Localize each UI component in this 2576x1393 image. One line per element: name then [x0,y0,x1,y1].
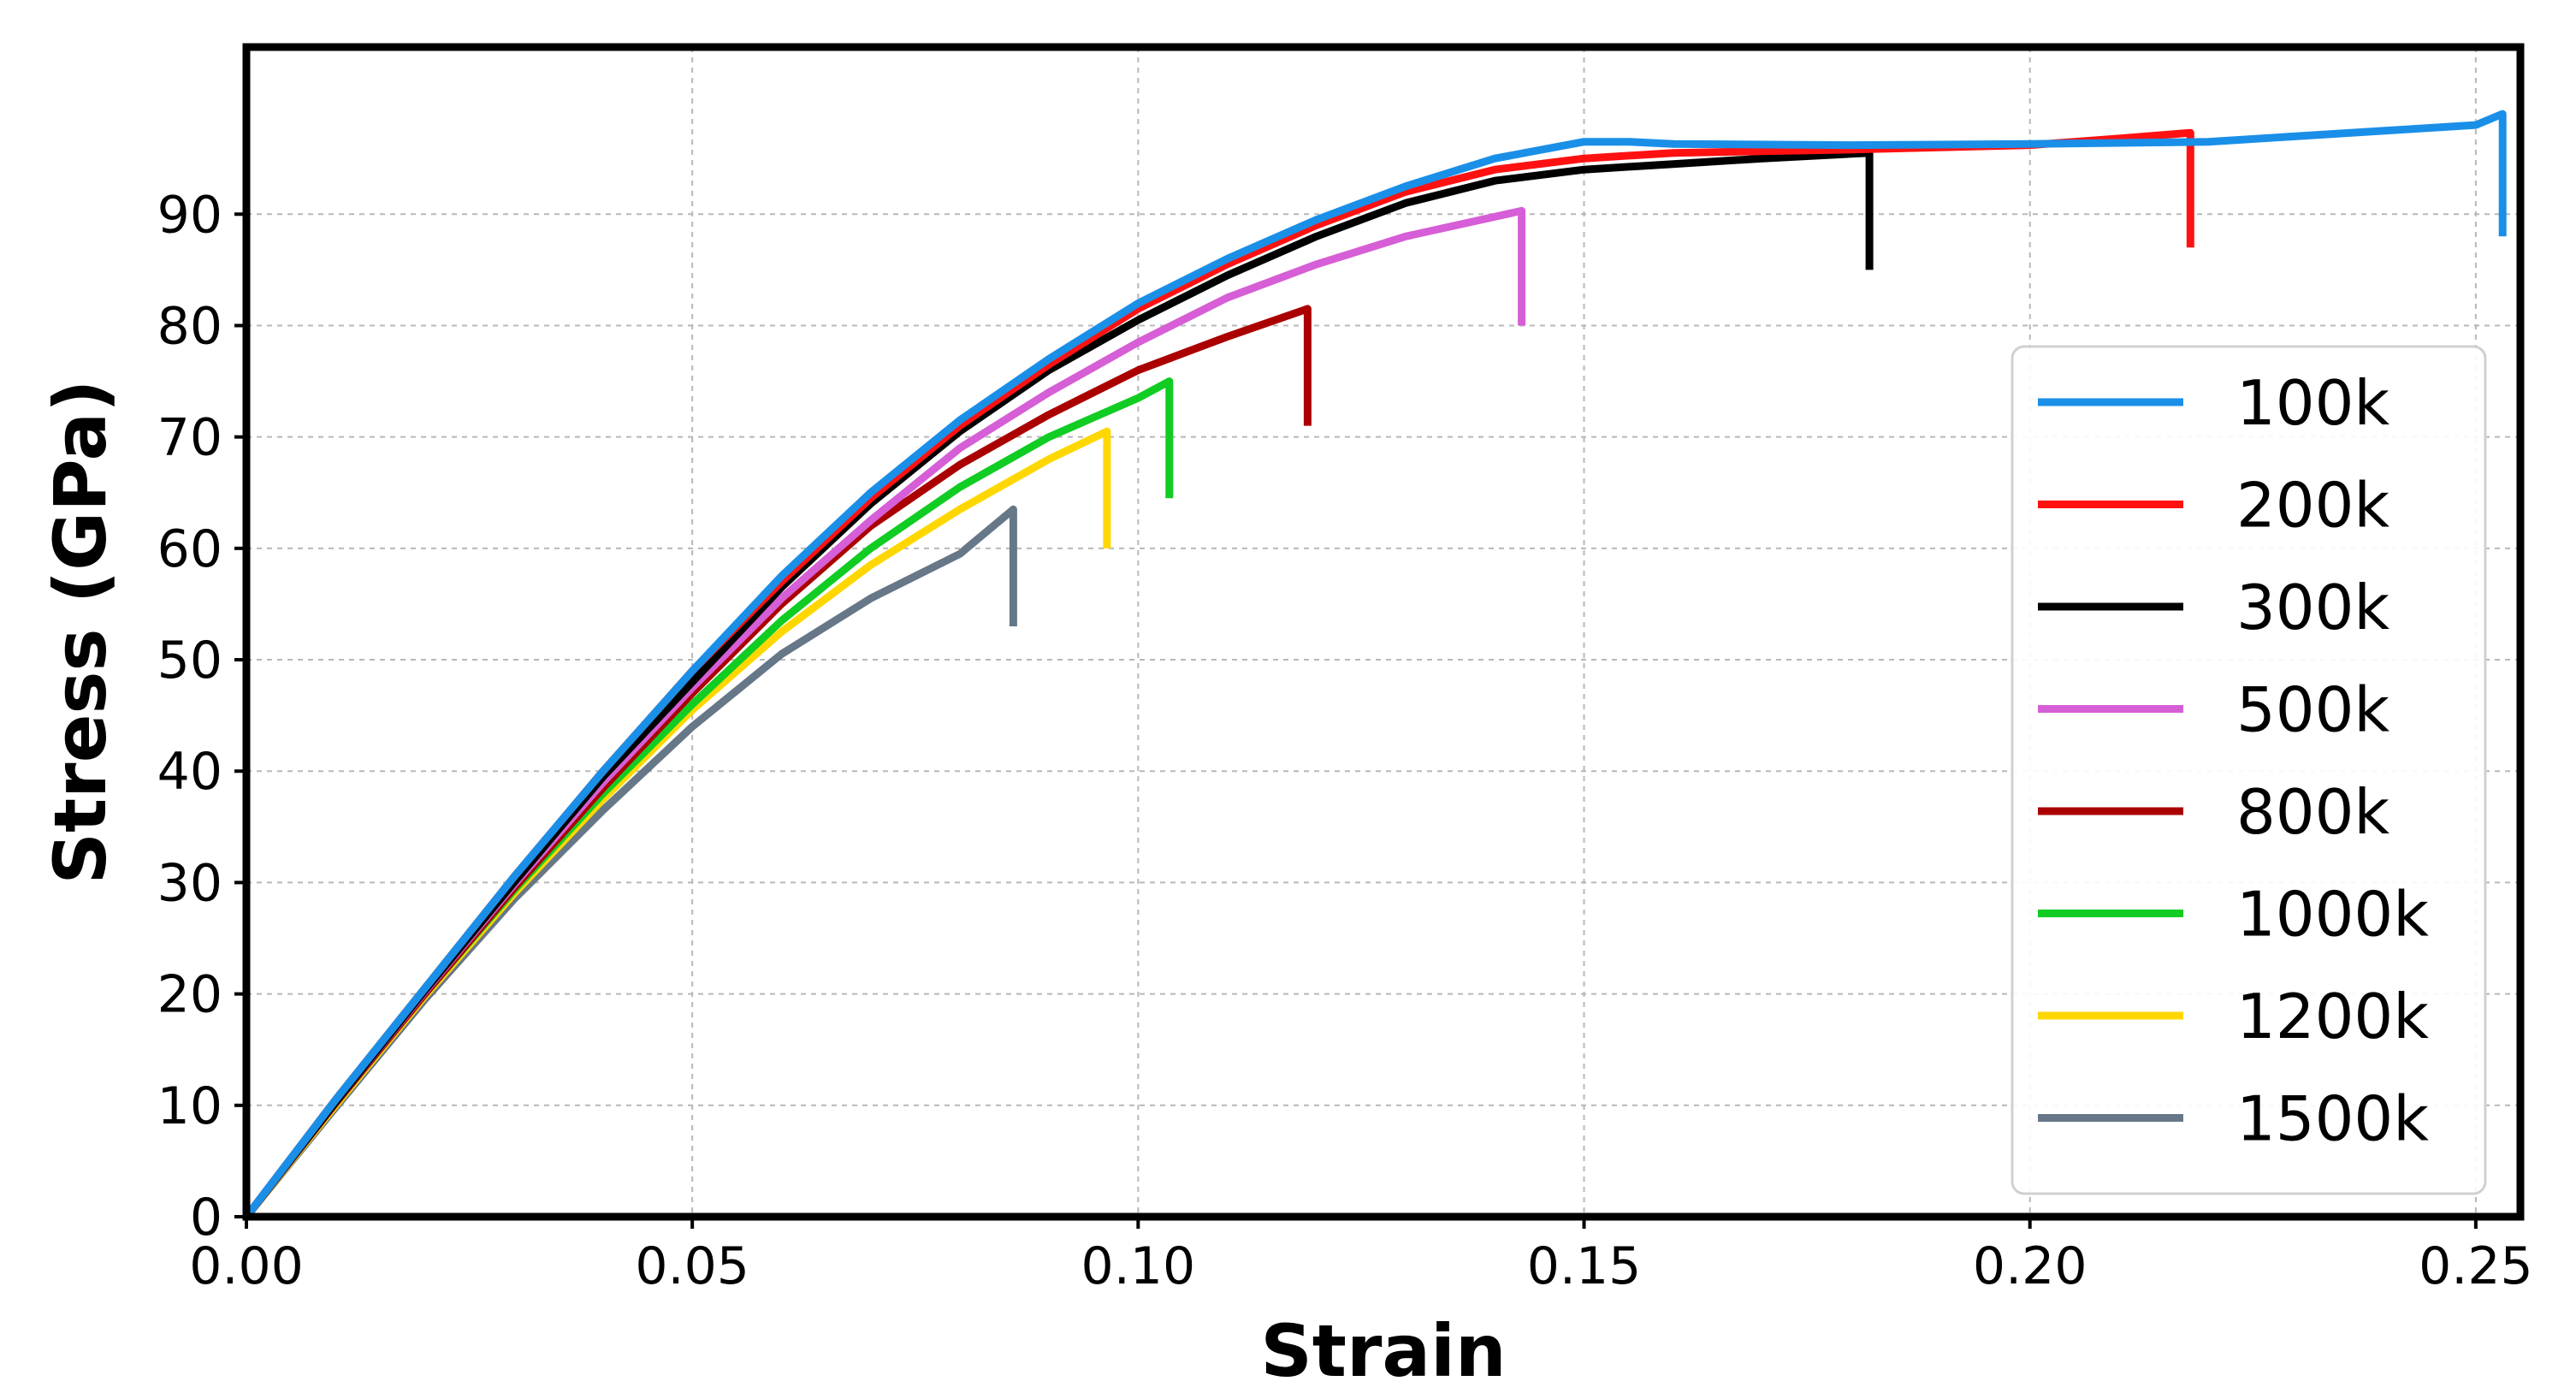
x-axis-title: Strain [1260,1309,1506,1393]
y-tick-label: 0 [190,1188,222,1248]
series-line-1200k [243,427,1111,1219]
x-tick-label: 0.15 [1527,1236,1642,1296]
x-axis-ticks: 0.00 0.05 0.10 0.15 0.20 0.25 [189,1217,2533,1296]
y-tick-label: 20 [157,965,222,1025]
x-tick-label: 0.25 [2419,1236,2533,1296]
series-line-300k [243,149,1874,1219]
y-tick-label: 50 [157,631,222,691]
legend-label: 200k [2236,470,2389,542]
legend-label: 500k [2236,674,2389,746]
series-lines [243,110,2507,1219]
legend-label: 800k [2236,776,2389,848]
legend-box [2010,345,2487,1195]
legend-label: 100k [2236,367,2389,439]
y-tick-label: 80 [157,296,222,356]
y-tick-label: 40 [157,742,222,802]
x-tick-label: 0.10 [1081,1236,1196,1296]
legend-label: 1200k [2236,981,2429,1052]
y-axis-ticks: 0 10 20 30 40 50 60 70 80 90 [157,185,246,1248]
legend-label: 300k [2236,572,2389,643]
series-line-500k [243,206,1526,1219]
plot-frame [242,43,2525,1221]
series-line-1000k [243,377,1174,1219]
y-tick-label: 10 [157,1076,222,1136]
series-line-800k [243,305,1312,1219]
x-tick-label: 0.20 [1973,1236,2087,1296]
legend-label: 1500k [2236,1083,2429,1155]
series-line-200k [243,128,2194,1219]
y-axis-title: Stress (GPa) [38,379,122,884]
legend-label: 1000k [2236,879,2429,951]
x-tick-label: 0.05 [635,1236,749,1296]
y-tick-label: 70 [157,408,222,468]
series-line-1500k [243,505,1017,1219]
x-tick-label: 0.00 [189,1236,304,1296]
y-tick-label: 30 [157,853,222,913]
series-line-100k [243,110,2507,1219]
legend: 100k 200k 300k 500k 800k 1000k 1200k 1500k [2010,345,2487,1195]
y-tick-label: 60 [157,519,222,579]
y-tick-label: 90 [157,185,222,245]
